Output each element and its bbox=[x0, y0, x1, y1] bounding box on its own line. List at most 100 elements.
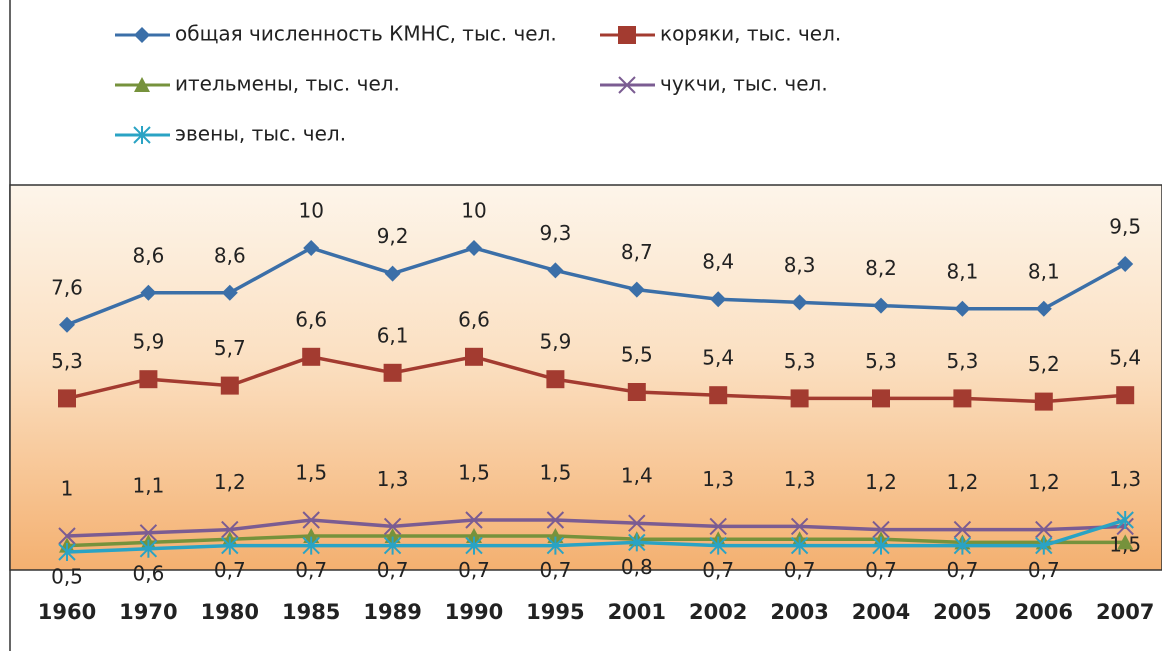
marker bbox=[1116, 386, 1135, 405]
marker bbox=[139, 539, 158, 558]
marker bbox=[1035, 300, 1052, 317]
marker bbox=[302, 347, 321, 366]
marker bbox=[873, 297, 889, 314]
x-tick-label: 1970 bbox=[119, 600, 177, 624]
marker bbox=[134, 27, 150, 43]
marker bbox=[58, 389, 76, 408]
data-label: 1,1 bbox=[132, 473, 164, 497]
marker bbox=[546, 370, 565, 389]
marker bbox=[872, 520, 890, 539]
series-line bbox=[66, 518, 1126, 554]
marker bbox=[384, 528, 401, 543]
marker bbox=[139, 524, 158, 542]
marker bbox=[872, 389, 890, 408]
marker bbox=[58, 543, 76, 561]
x-tick-label: 1985 bbox=[282, 600, 340, 624]
marker bbox=[953, 536, 972, 555]
marker bbox=[618, 26, 636, 44]
data-label: 0,7 bbox=[1028, 558, 1060, 582]
marker bbox=[465, 536, 483, 555]
marker bbox=[139, 370, 158, 389]
marker bbox=[1035, 536, 1053, 555]
data-label: 5,3 bbox=[865, 349, 897, 373]
data-label: 5,9 bbox=[132, 330, 164, 354]
marker bbox=[1117, 256, 1134, 272]
marker bbox=[872, 536, 890, 555]
marker bbox=[465, 347, 483, 366]
data-label: 1,5 bbox=[539, 461, 571, 485]
data-label: 0,6 bbox=[132, 561, 164, 585]
marker bbox=[547, 528, 564, 543]
data-label: 8,7 bbox=[621, 240, 653, 264]
data-label: 5,5 bbox=[621, 343, 653, 367]
x-tick-label: 2002 bbox=[689, 600, 747, 624]
data-label: 1,3 bbox=[1109, 467, 1141, 491]
marker bbox=[466, 528, 482, 543]
data-label: 0,7 bbox=[865, 558, 897, 582]
data-label: 5,9 bbox=[539, 330, 571, 354]
data-label: 0,7 bbox=[458, 558, 490, 582]
series-line bbox=[66, 354, 1126, 404]
data-label: 8,6 bbox=[214, 243, 246, 267]
marker bbox=[628, 514, 646, 532]
marker bbox=[221, 536, 239, 555]
data-label: 8,1 bbox=[946, 259, 978, 283]
marker bbox=[953, 520, 972, 539]
data-label: 5,4 bbox=[702, 346, 734, 370]
data-label: 0,8 bbox=[621, 555, 653, 579]
data-label: 1,2 bbox=[1028, 470, 1060, 494]
data-label: 1,2 bbox=[214, 470, 246, 494]
series-line bbox=[66, 518, 1126, 538]
x-tick-label: 2004 bbox=[852, 600, 910, 624]
data-label: 8,2 bbox=[865, 256, 897, 280]
legend-label: эвены, тыс. чел. bbox=[175, 122, 346, 146]
data-label: 8,6 bbox=[132, 243, 164, 267]
data-label: 5,3 bbox=[784, 349, 816, 373]
x-tick-label: 2003 bbox=[770, 600, 828, 624]
marker bbox=[1116, 511, 1134, 529]
marker bbox=[628, 281, 645, 298]
marker bbox=[465, 511, 483, 529]
marker bbox=[302, 511, 320, 529]
data-label: 1 bbox=[61, 477, 74, 501]
marker bbox=[383, 517, 402, 536]
data-label: 0,7 bbox=[784, 558, 816, 582]
data-label: 0,7 bbox=[702, 558, 734, 582]
x-tick-label: 2001 bbox=[608, 600, 666, 624]
data-label: 5,3 bbox=[51, 349, 83, 373]
data-label: 0,7 bbox=[214, 558, 246, 582]
series-line bbox=[66, 534, 1126, 548]
data-label: 1,3 bbox=[702, 467, 734, 491]
x-tick-label: 2007 bbox=[1096, 600, 1154, 624]
plot-area bbox=[9, 184, 1162, 571]
marker bbox=[134, 77, 150, 92]
data-label: 8,4 bbox=[702, 250, 734, 274]
marker bbox=[709, 517, 727, 536]
x-tick-label: 1989 bbox=[363, 600, 421, 624]
x-tick-label: 1980 bbox=[201, 600, 259, 624]
data-label: 8,1 bbox=[1028, 259, 1060, 283]
data-label: 1,3 bbox=[377, 467, 409, 491]
marker bbox=[546, 536, 565, 555]
marker bbox=[710, 291, 727, 308]
data-label: 7,6 bbox=[51, 275, 83, 299]
data-label: 0,7 bbox=[539, 558, 571, 582]
data-label: 0,5 bbox=[51, 565, 83, 589]
data-label: 5,4 bbox=[1109, 346, 1141, 370]
data-label: 10 bbox=[298, 199, 323, 223]
marker bbox=[790, 517, 809, 536]
marker bbox=[1035, 520, 1053, 539]
marker bbox=[1117, 534, 1134, 550]
marker bbox=[59, 316, 75, 333]
marker bbox=[618, 76, 636, 94]
x-tick-label: 1995 bbox=[526, 600, 584, 624]
marker bbox=[383, 363, 402, 382]
x-tick-label: 2005 bbox=[933, 600, 991, 624]
data-label: 9,5 bbox=[1109, 215, 1141, 239]
data-label: 6,6 bbox=[295, 307, 327, 331]
data-label: 0,7 bbox=[946, 558, 978, 582]
marker bbox=[220, 376, 239, 395]
data-label: 10 bbox=[461, 199, 486, 223]
